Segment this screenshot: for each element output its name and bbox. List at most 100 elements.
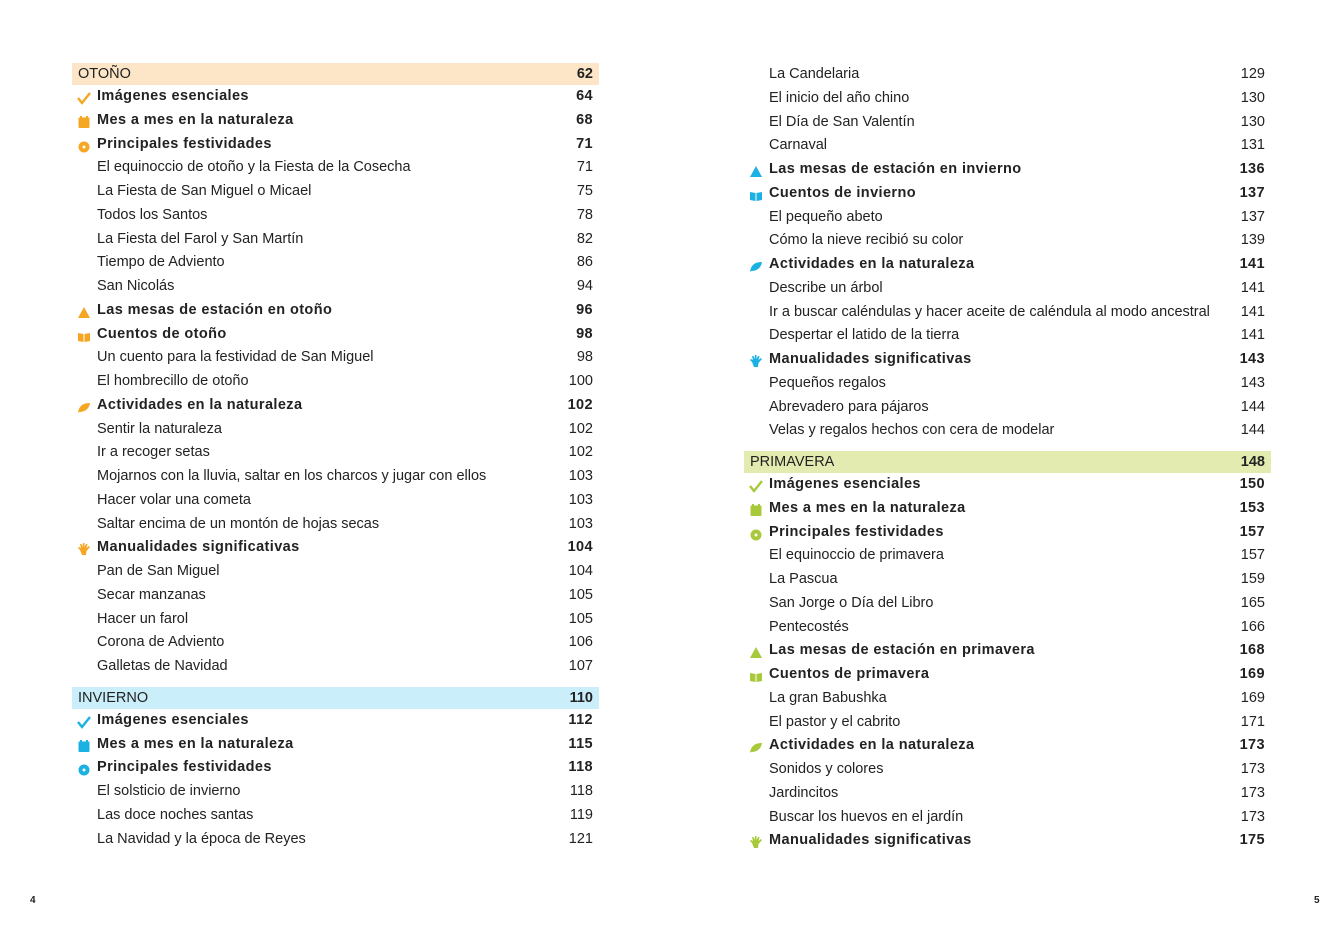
toc-chapter-entry: Las mesas de estación en otoño 96 [72,299,599,323]
entry-page-number: 157 [1239,523,1265,540]
entry-title: El inicio del año chino [769,89,910,106]
toc-subentry: Corona de Adviento 106 [72,631,599,655]
entry-title: La Fiesta del Farol y San Martín [97,230,304,247]
entry-page-number: 165 [1240,594,1265,611]
entry-title: El hombrecillo de otoño [97,373,249,389]
toc-subentry: Despertar el latido de la tierra 141 [744,324,1271,348]
entry-title: Mes a mes en la naturaleza [97,111,294,128]
toc-subentry: El pequeño abeto 137 [744,206,1271,230]
entry-page-number: 136 [1239,161,1265,177]
entry-page-number: 104 [567,539,593,556]
toc-chapter-entry: Principales festividades 157 [744,521,1271,545]
toc-subentry: Saltar encima de un montón de hojas seca… [72,513,599,537]
entry-page-number: 104 [568,563,593,579]
check-icon [749,478,763,493]
entry-title: El pastor y el cabrito [769,713,901,730]
entry-title: El equinoccio de otoño y la Fiesta de la… [97,159,411,176]
entry-page-number: 94 [576,278,593,294]
circle-icon [749,526,763,540]
entry-page-number: 115 [568,735,593,752]
entry-title: PRIMAVERA [750,454,835,470]
entry-title: Cuentos de otoño [97,325,227,342]
entry-title: Mes a mes en la naturaleza [769,499,966,516]
toc-chapter-entry: Actividades en la naturaleza 141 [744,253,1271,277]
entry-page-number: 100 [568,373,593,389]
toc-chapter-entry: Manualidades significativas 175 [744,829,1271,853]
entry-page-number: 141 [1239,256,1265,272]
toc-chapter-entry: Las mesas de estación en invierno 136 [744,158,1271,182]
entry-page-number: 173 [1240,784,1265,801]
entry-title: El Día de San Valentín [769,113,915,130]
entry-page-number: 169 [1240,689,1265,706]
entry-title: El pequeño abeto [769,208,883,225]
entry-title: Saltar encima de un montón de hojas seca… [97,515,380,532]
entry-page-number: 103 [568,468,593,484]
entry-title: Actividades en la naturaleza [769,737,975,754]
entry-page-number: 139 [1240,232,1265,249]
toc-subentry: El Día de San Valentín 130 [744,111,1271,135]
entry-page-number: 96 [576,301,593,318]
entry-title: Cómo la nieve recibió su color [769,232,964,249]
entry-title: Todos los Santos [97,206,208,223]
toc-subentry: Cómo la nieve recibió su color 139 [744,229,1271,253]
entry-title: Despertar el latido de la tierra [769,327,960,344]
toc-subentry: Un cuento para la festividad de San Migu… [72,346,599,370]
section-header: OTOÑO 62 [72,63,599,85]
toc-subentry: La Fiesta del Farol y San Martín 82 [72,228,599,252]
entry-page-number: 118 [568,759,593,776]
entry-page-number: 143 [1239,351,1265,367]
entry-page-number: 64 [576,88,593,104]
entry-page-number: 71 [576,135,593,152]
entry-title: OTOÑO [78,66,131,82]
entry-title: INVIERNO [78,689,149,706]
toc-subentry: San Jorge o Día del Libro 165 [744,592,1271,616]
entry-page-number: 102 [568,420,593,437]
toc-subentry: El equinoccio de primavera 157 [744,544,1271,568]
leaf-icon [749,258,763,272]
entry-page-number: 131 [1240,137,1265,154]
entry-title: Mes a mes en la naturaleza [97,735,294,752]
toc-subentry: Ir a buscar caléndulas y hacer aceite de… [744,301,1271,325]
entry-title: Sonidos y colores [769,761,884,777]
entry-title: Las doce noches santas [97,806,254,823]
entry-title: Principales festividades [97,759,272,776]
hand-icon [749,353,763,367]
entry-page-number: 166 [1240,618,1265,635]
leaf-icon [749,739,763,754]
entry-title: La Candelaria [769,66,860,82]
entry-title: Pequeños regalos [769,374,886,391]
entry-page-number: 169 [1239,666,1265,682]
entry-title: Cuentos de invierno [769,184,916,201]
entry-title: Hacer un farol [97,610,189,627]
entry-page-number: 175 [1239,832,1265,849]
entry-page-number: 107 [568,658,593,674]
entry-page-number: 106 [568,634,593,651]
entry-title: Imágenes esenciales [97,711,249,728]
entry-title: San Jorge o Día del Libro [769,594,934,611]
entry-title: Ir a buscar caléndulas y hacer aceite de… [769,303,1210,320]
entry-page-number: 150 [1239,476,1265,492]
entry-title: San Nicolás [97,278,175,294]
entry-title: Actividades en la naturaleza [769,256,975,272]
triangle-icon [749,644,763,659]
entry-page-number: 168 [1239,642,1265,659]
toc-subentry: Abrevadero para pájaros 144 [744,396,1271,420]
toc-subentry: El pastor y el cabrito 171 [744,711,1271,735]
entry-title: Imágenes esenciales [769,476,921,492]
entry-title: Las mesas de estación en otoño [97,301,333,318]
toc-subentry: El hombrecillo de otoño 100 [72,370,599,394]
entry-page-number: 153 [1239,499,1265,516]
entry-title: Tiempo de Adviento [97,254,225,271]
section-header: PRIMAVERA 148 [744,451,1271,473]
toc-subentry: Sentir la naturaleza 102 [72,418,599,442]
circle-icon [77,761,91,776]
entry-page-number: 144 [1240,398,1265,415]
toc-subentry: Sonidos y colores 173 [744,758,1271,782]
entry-page-number: 137 [1239,184,1265,201]
entry-page-number: 103 [568,515,593,532]
toc-subentry: Pentecostés 166 [744,616,1271,640]
entry-page-number: 98 [576,325,593,342]
entry-title: Actividades en la naturaleza [97,396,303,413]
hand-icon [77,541,91,556]
toc-chapter-entry: Manualidades significativas 104 [72,536,599,560]
